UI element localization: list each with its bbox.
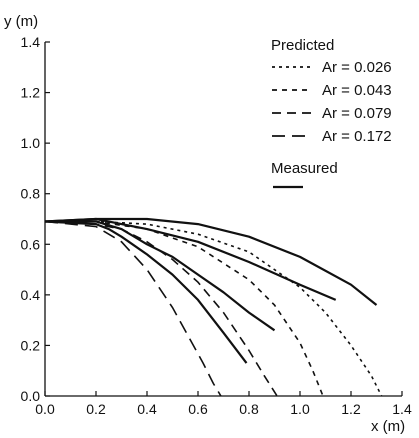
y-axis-label: y (m) [4,13,38,30]
predicted-series-line [45,220,324,397]
y-tick-label: 1.2 [21,85,41,101]
measured-series-line [44,217,378,306]
x-tick-label: 0.0 [35,401,55,417]
legend-label: Ar = 0.026 [322,59,392,76]
y-tick-label: 0.2 [21,337,41,353]
legend-label: Ar = 0.043 [322,82,392,99]
legend: Predicted Measured Ar = 0.026 Ar = 0.043 A… [271,37,392,189]
y-tick-label: 1.0 [21,135,41,151]
x-tick-label: 1.0 [290,401,310,417]
x-axis-label: x (m) [371,418,405,435]
measured-series-line [45,220,276,332]
predicted-series-line [44,220,278,397]
x-tick-label: 0.8 [239,401,259,417]
x-tick-label: 1.2 [341,401,361,417]
y-tick-label: 0.4 [21,287,41,303]
x-tick-label: 1.4 [392,401,412,417]
legend-title-predicted: Predicted [271,37,334,54]
predicted-series-line [45,220,383,397]
legend-label: Ar = 0.172 [322,128,392,145]
predicted-series-line [44,220,222,397]
ticks: 0.0 0.2 0.4 0.6 0.8 1.0 1.2 1.4 0.0 0.2 0.4 0.6 0.8 1… [21,34,412,417]
legend-label: Ar = 0.079 [322,105,392,122]
x-tick-label: 0.6 [188,401,208,417]
y-tick-label: 0.0 [21,388,41,404]
legend-title-measured: Measured [271,160,338,177]
measured-series-line [44,220,248,364]
y-tick-label: 0.6 [21,236,41,252]
axes [44,42,402,397]
x-tick-label: 0.4 [137,401,157,417]
measured-series-line [44,217,337,301]
series-layer [44,217,383,397]
y-tick-label: 1.4 [21,34,41,50]
x-tick-label: 0.2 [86,401,106,417]
y-tick-label: 0.8 [21,186,41,202]
